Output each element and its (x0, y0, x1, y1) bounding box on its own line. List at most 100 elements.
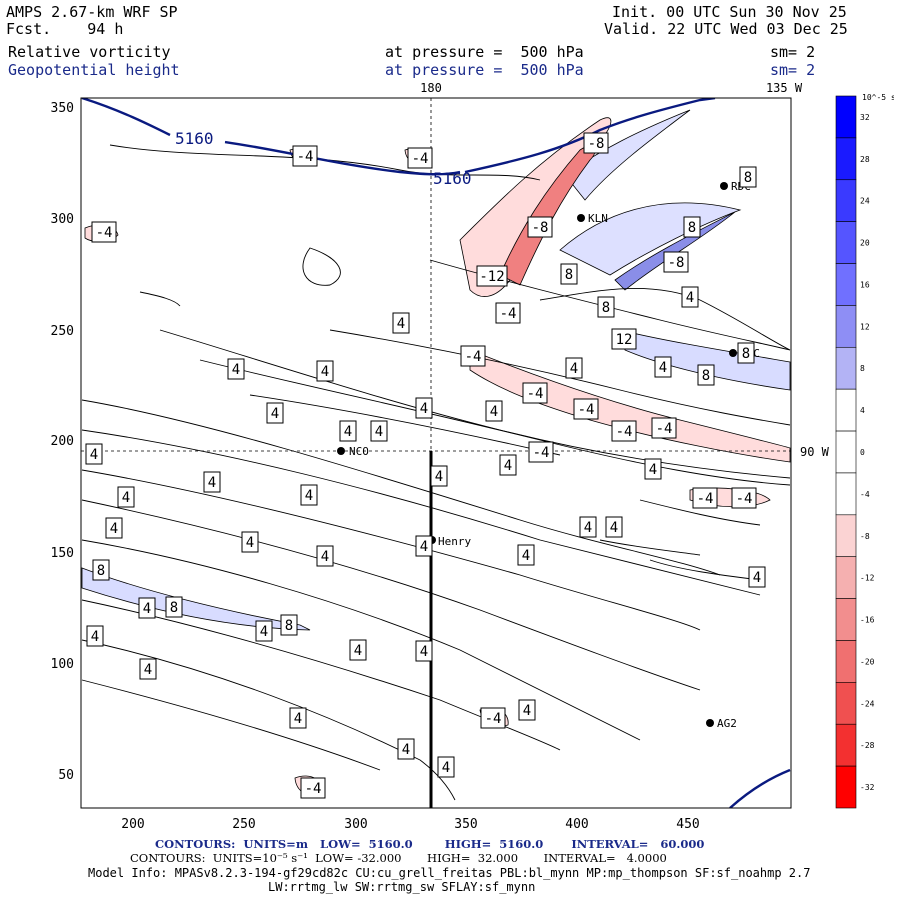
vorticity-contour-label: -4 (407, 147, 433, 169)
colorbar-swatch (835, 346, 857, 390)
station-marker (337, 447, 345, 455)
vorticity-contour-label: 4 (415, 535, 433, 557)
field1-level: at pressure = 500 hPa (385, 43, 584, 61)
colorbar-swatch (835, 514, 857, 558)
svg-text:-4: -4 (578, 402, 595, 418)
colorbar-swatch (835, 179, 857, 222)
colorbar-swatch (835, 95, 857, 139)
x-tick-label: 400 (565, 817, 588, 832)
vorticity-contour-label: 4 (517, 544, 535, 566)
svg-text:8: 8 (565, 267, 573, 283)
svg-text:4: 4 (686, 290, 694, 306)
vorticity-contour-label: 8 (165, 596, 183, 618)
vorticity-contour-label: 4 (349, 639, 367, 661)
station-label: Henry (438, 535, 471, 548)
colorbar-swatch (835, 556, 857, 599)
y-tick-label: 300 (51, 212, 74, 227)
vorticity-contour-label: 4 (117, 486, 135, 508)
vorticity-contour-label: 4 (430, 465, 448, 487)
vorticity-contour-label: 4 (138, 597, 156, 619)
vorticity-contour-label: 4 (139, 658, 157, 680)
station-marker (729, 349, 737, 357)
y-tick-label: 200 (51, 434, 74, 449)
contour-info-vorticity: CONTOURS: UNITS=10⁻⁵ s⁻¹ LOW= -32.000 HI… (130, 851, 667, 865)
svg-text:4: 4 (271, 406, 279, 422)
vorticity-contour-label: 4 (415, 397, 433, 419)
svg-text:8: 8 (170, 600, 178, 616)
station-label: NCO (349, 445, 369, 458)
colorbar-label: 32 (860, 113, 870, 122)
vorticity-contour-label: -12 (476, 265, 508, 287)
svg-text:-4: -4 (527, 386, 544, 402)
svg-text:4: 4 (584, 520, 592, 536)
x-tick-label: 250 (232, 817, 255, 832)
station-label: KLN (588, 212, 608, 225)
svg-text:8: 8 (742, 346, 750, 362)
svg-text:8: 8 (285, 618, 293, 634)
valid-time: Valid. 22 UTC Wed 03 Dec 25 (604, 20, 848, 38)
svg-text:-8: -8 (532, 220, 549, 236)
svg-text:4: 4 (402, 742, 410, 758)
vorticity-contour-label: 4 (86, 625, 104, 647)
svg-text:4: 4 (90, 447, 98, 463)
init-time: Init. 00 UTC Sun 30 Nov 25 (612, 3, 847, 21)
colorbar-swatch (835, 723, 857, 767)
colorbar-swatch (835, 305, 857, 348)
model-info-2: LW:rrtmg_lw SW:rrtmg_sw SFLAY:sf_mynn (268, 880, 536, 894)
svg-text:4: 4 (397, 316, 405, 332)
colorbar-label: 4 (860, 406, 865, 415)
colorbar-unit: 10^-5 s^-1 (862, 93, 894, 102)
vorticity-contours (81, 144, 791, 801)
svg-text:4: 4 (490, 404, 498, 420)
colorbar-label: -28 (860, 741, 875, 750)
colorbar-label: 24 (860, 197, 870, 206)
svg-text:4: 4 (435, 469, 443, 485)
svg-text:4: 4 (610, 520, 618, 536)
vorticity-contour-label: -4 (692, 487, 718, 509)
colorbar-swatch (835, 765, 857, 809)
vorticity-contour-label: 4 (255, 620, 273, 642)
vorticity-contour-label: 4 (241, 531, 259, 553)
vorticity-contour-label: -4 (731, 487, 757, 509)
label-90w: 90 W (800, 445, 830, 459)
station-marker (720, 182, 728, 190)
vorticity-contour-label: 4 (605, 516, 623, 538)
svg-text:4: 4 (260, 624, 268, 640)
y-axis: 350 300 250 200 150 100 50 (51, 101, 74, 783)
height-label: 5160 (175, 129, 214, 148)
svg-text:4: 4 (208, 475, 216, 491)
colorbar-boxes (835, 95, 857, 809)
strong-positive-vorticity (614, 211, 736, 291)
colorbar-label: -8 (860, 532, 870, 541)
colorbar-swatch (835, 263, 857, 306)
svg-text:4: 4 (321, 549, 329, 565)
vorticity-contour-label: -8 (663, 251, 689, 273)
vorticity-contour-label: 4 (654, 356, 672, 378)
vorticity-contour-label: 4 (579, 516, 597, 538)
vorticity-contour-label: 4 (415, 640, 433, 662)
svg-text:-8: -8 (588, 136, 605, 152)
vorticity-contour-label: 4 (339, 420, 357, 442)
vorticity-contour-label: -4 (460, 345, 486, 367)
svg-text:-4: -4 (500, 306, 517, 322)
svg-text:4: 4 (420, 539, 428, 555)
colorbar-swatch (835, 640, 857, 683)
contour-info-heights: CONTOURS: UNITS=m LOW= 5160.0 HIGH= 5160… (155, 837, 705, 851)
x-tick-label: 450 (676, 817, 699, 832)
station-marker (577, 214, 585, 222)
vorticity-contour-label: -8 (527, 216, 553, 238)
svg-text:4: 4 (294, 711, 302, 727)
vorticity-contour-label: 4 (266, 402, 284, 424)
svg-text:-4: -4 (656, 421, 673, 437)
vorticity-contour-label: 4 (437, 756, 455, 778)
vorticity-contour-label: 4 (105, 517, 123, 539)
y-tick-label: 150 (51, 546, 74, 561)
plot-frame (80, 97, 792, 809)
svg-text:-4: -4 (412, 151, 429, 167)
vorticity-contour-label: -4 (611, 420, 637, 442)
svg-text:4: 4 (659, 360, 667, 376)
positive-vorticity-area (81, 567, 311, 631)
colorbar-label: 0 (860, 448, 865, 457)
colorbar-swatch (835, 430, 857, 474)
